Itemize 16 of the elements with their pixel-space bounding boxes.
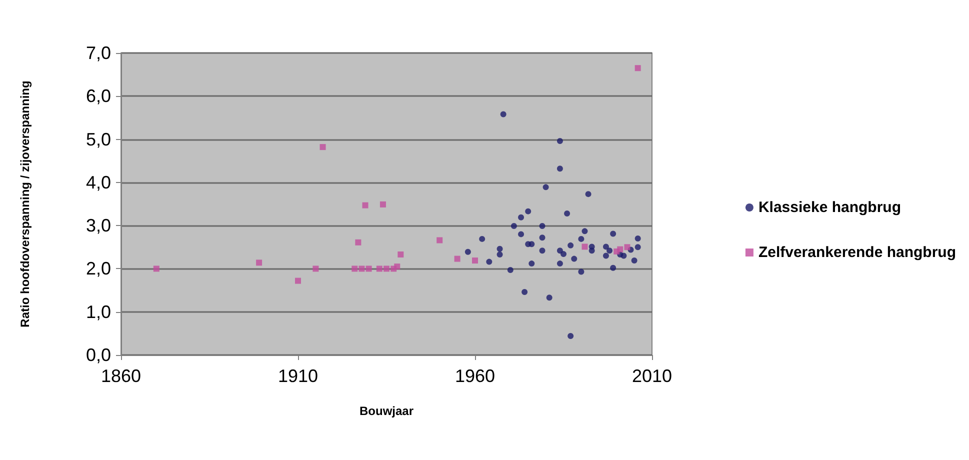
legend-label: Klassieke hangbrug — [758, 199, 901, 216]
legend-label: Zelfverankerende hangbrug — [758, 244, 956, 261]
x-tick-label: 2010 — [632, 366, 672, 386]
y-tick-label: 0,0 — [86, 345, 111, 365]
x-axis-title: Bouwjaar — [359, 404, 414, 418]
y-tick-label: 6,0 — [86, 86, 111, 106]
y-tick-label: 2,0 — [86, 258, 111, 279]
x-tick-label: 1910 — [278, 366, 318, 386]
y-tick-label: 3,0 — [86, 216, 111, 236]
y-tick-label: 7,0 — [86, 43, 111, 63]
y-tick-label: 5,0 — [86, 129, 111, 150]
y-axis-title: Ratio hoofdoverspanning / zijoverspanning — [18, 80, 32, 328]
y-tick-label: 4,0 — [86, 172, 111, 192]
y-tick-label: 1,0 — [86, 302, 111, 322]
x-tick-label: 1960 — [454, 366, 496, 386]
x-tick-label: 1860 — [100, 366, 142, 386]
